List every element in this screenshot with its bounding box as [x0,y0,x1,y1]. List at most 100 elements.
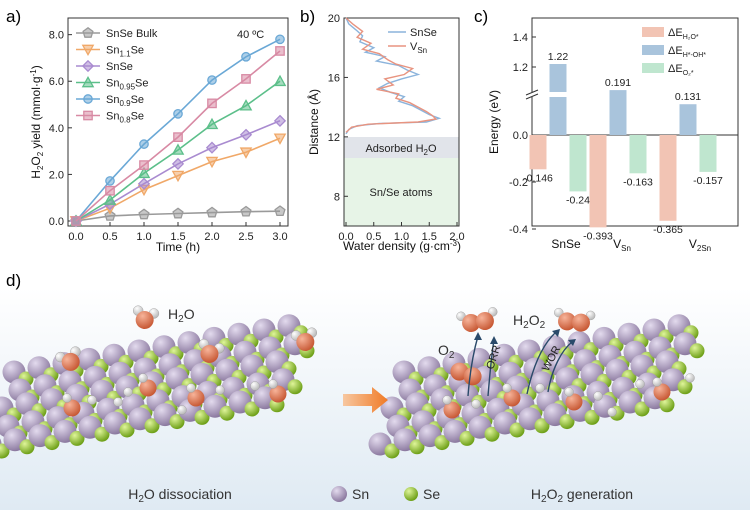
se-atom [659,397,675,413]
hydroxyl-group [138,373,157,397]
hydrogen-atom [593,391,603,401]
atom-legend: Sn Se [331,486,440,502]
se-atom [169,414,185,430]
x-tick-label: 1.0 [394,231,409,243]
x-tick-label: 0.0 [68,231,83,243]
x-tick-label: 1.5 [422,231,437,243]
panel-a-series [69,34,287,228]
legend-label: SnSe [106,61,133,73]
se-atom [689,343,705,359]
x-tick-label: 3.0 [272,231,287,243]
bar-eo2 [569,135,587,192]
se-legend-label: Se [423,486,440,502]
hydrogen-atom [123,387,133,397]
marker [103,193,117,205]
panel-a-x-axis-title: Time (h) [156,240,200,254]
bar-ehoh [609,90,627,135]
marker [172,207,184,219]
bar-eo2 [699,135,717,172]
panel-c-bars: -0.146 -0.393 -0.365 1.22 0.191 0.131 -0.24 -0.… [523,51,723,242]
hydrogen-atom [635,379,645,389]
panel-a-label: a) [6,7,21,26]
y-tick-label: -0.4 [509,224,528,236]
legend-label-h-oh: ΔEH*-OH* [668,45,706,59]
se-atom [534,418,550,434]
water-molecule [290,327,318,351]
adsorbed-water-region [344,137,459,158]
legend-swatch-o2 [642,63,664,73]
water-molecule [198,338,225,363]
oxygen-atom [63,399,81,417]
sn-se-atoms-label: Sn/Se atoms [370,187,433,199]
panel-a-y-axis-title: H2O2 yield (mmol·g-1) [29,65,45,178]
wor-arrow-2 [547,341,573,393]
marker [240,205,252,217]
hydroxyl-group [186,383,205,407]
panel-c-legend: ΔEH₂O* ΔEH*-OH* ΔEO₂* [642,27,706,77]
x-tick-label: 0.5 [102,231,117,243]
hydrogen-atom [471,399,481,409]
se-atom [484,426,500,442]
bar-value-label: -0.393 [583,230,613,242]
panel-c-category-labels: SnSe VSn V2Sn [551,237,711,253]
oxygen-atom [571,313,590,332]
panel-a: a) 0.0 2.0 4.0 6.0 8.0 0.0 0.5 1.0 1.5 2.0 2.5 3.0… [6,7,289,254]
panel-a-temperature: 40 ºC [237,29,264,41]
marker [81,59,95,73]
bar-break-gap [533,92,593,97]
series-sn0-8se [71,46,285,226]
bar-eo2 [629,135,647,174]
molecules-left [55,305,318,417]
y-tick-label: 1.4 [513,32,528,44]
h2o-label: H2O [168,306,195,325]
se-atom [584,409,600,425]
oxygen-atom [443,401,461,419]
hydrogen-atom [685,373,695,383]
process-arrow [343,387,388,413]
hydrogen-atom [607,407,617,417]
marker [205,156,219,169]
series-sn0-95se [69,74,287,226]
marker [241,74,251,84]
y-tick-label: 6.0 [49,76,64,88]
x-tick-label: 1.5 [170,231,185,243]
marker [137,166,151,179]
se-atom [677,379,693,395]
hydrogen-atom [535,383,545,393]
slab-right [368,314,705,459]
water-molecule [132,305,160,329]
h2o2-label: H2O2 [513,312,546,331]
bar-value-label: 0.191 [605,77,631,89]
marker [171,157,185,171]
x-tick-label: 2.0 [449,231,464,243]
se-atom [384,443,400,459]
axis-break [525,89,539,100]
hydrogen-atom [268,379,278,389]
legend-label-snse: SnSe [410,27,437,39]
y-tick-label: 4.0 [49,123,64,135]
hydrogen-atom [250,381,260,391]
marker [205,117,219,130]
marker [171,143,185,155]
hydrogen-atom [215,385,225,395]
marker [138,208,150,220]
se-atom [44,435,60,451]
slab-left [0,314,315,459]
marker [83,94,93,104]
se-atom [287,379,303,395]
oxygen-molecule [450,362,482,386]
legend-label-h2o: ΔEH₂O* [668,27,699,41]
legend-label-o2: ΔEO₂* [668,63,694,77]
hydroxyl-group [652,377,671,401]
bar-ehoh [549,64,567,135]
oxygen-atom [462,313,481,332]
hydrogen-atom [502,383,512,393]
bar-eh2o [529,135,547,170]
y-tick-label: 12 [328,132,340,144]
hydroxyl-group [502,383,521,407]
marker [105,176,115,186]
marker [207,75,217,85]
bar-ehoh [679,104,697,135]
